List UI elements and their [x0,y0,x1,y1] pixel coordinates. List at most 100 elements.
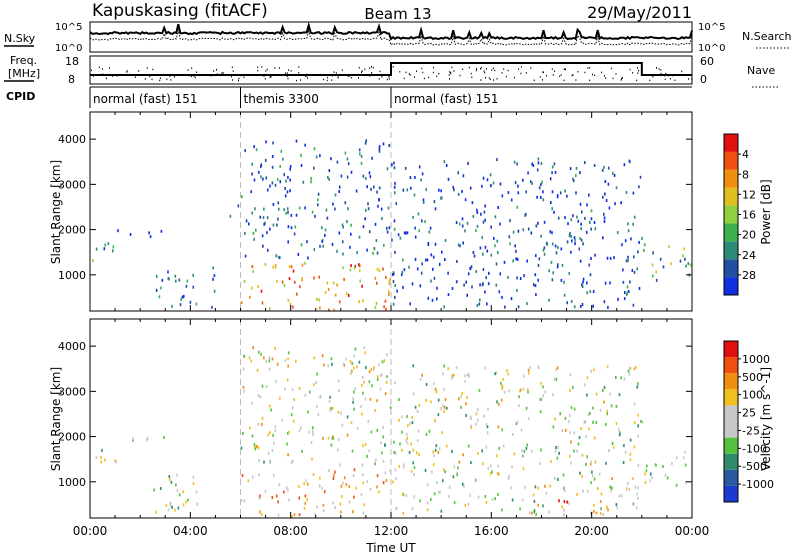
range-cell [502,444,505,448]
range-cell [591,470,593,474]
range-cell [631,269,634,272]
range-cell [372,251,374,255]
nave-dot [126,70,128,72]
nave-dot [575,79,577,81]
range-cell [265,176,268,180]
range-cell [149,235,152,239]
colorbar-swatch [724,357,738,374]
range-cell [568,501,570,505]
range-cell [494,497,496,501]
range-cell [456,471,458,475]
range-cell [248,222,250,226]
range-cell [481,236,483,240]
range-cell [376,474,379,478]
colorbar-swatch [724,241,738,260]
range-cell [155,510,157,514]
range-cell [582,280,584,284]
range-cell [576,493,578,496]
range-cell [532,164,535,167]
range-cell [551,165,554,169]
nave-dot [187,69,189,71]
range-cell [414,405,417,409]
range-cell [329,395,331,399]
range-cell [267,188,269,192]
range-cell [345,357,347,361]
range-cell [169,502,172,506]
range-cell [457,193,460,196]
range-cell [424,220,426,224]
range-cell [395,476,397,480]
range-cell [498,290,501,294]
range-cell [570,440,572,444]
range-cell [296,292,298,296]
range-cell [560,278,563,282]
range-cell [292,406,294,410]
range-cell [148,231,150,235]
range-cell [358,269,361,273]
range-cell [268,367,271,371]
range-cell [213,274,216,278]
range-cell [401,415,403,419]
range-cell [279,180,282,184]
range-cell [375,458,377,462]
range-cell [195,302,198,306]
range-cell [163,436,165,439]
range-cell [229,214,232,218]
range-cell [306,498,308,502]
range-cell [600,512,602,516]
range-cell [100,460,102,464]
range-cell [553,476,556,480]
nave-dot [409,74,411,76]
range-cell [540,162,543,165]
range-cell [525,447,528,450]
range-cell [632,191,635,195]
range-cell [494,372,496,376]
range-cell [595,511,598,515]
range-cell [212,277,214,281]
range-cell [465,402,467,406]
nave-dot [423,77,425,80]
nave-dot [652,76,654,78]
range-cell [292,459,294,463]
range-cell [662,265,665,269]
range-cell [490,464,492,468]
range-cell [684,450,686,454]
range-cell [523,374,525,378]
range-cell [101,448,103,452]
range-cell [542,504,544,508]
range-cell [564,428,567,432]
range-cell [241,195,243,199]
range-cell [608,206,611,210]
range-cell [117,229,119,233]
range-cell [250,190,252,194]
range-cell [100,455,102,459]
range-cell [402,465,405,469]
range-cell [531,181,533,185]
x-tick-label: 00:00 [73,524,108,538]
range-cell [434,242,437,246]
range-cell [589,462,592,466]
range-cell [549,230,552,234]
range-cell [501,387,504,390]
range-cell [459,244,461,248]
range-cell [317,198,319,202]
range-cell [629,160,631,164]
range-cell [563,489,566,493]
range-cell [339,502,342,506]
range-cell [279,164,281,168]
nave-dot [405,71,407,74]
range-cell [586,489,589,493]
range-cell [466,293,468,297]
range-cell [430,498,432,501]
range-cell [438,188,440,192]
range-cell [430,400,432,404]
range-cell [535,293,537,297]
range-cell [411,282,414,286]
range-cell [253,145,255,149]
range-cell [455,366,458,370]
range-cell [464,229,466,233]
range-cell [107,242,110,246]
colorbar-tick-label: 12 [742,188,756,201]
range-cell [503,260,506,264]
range-cell [603,400,605,404]
